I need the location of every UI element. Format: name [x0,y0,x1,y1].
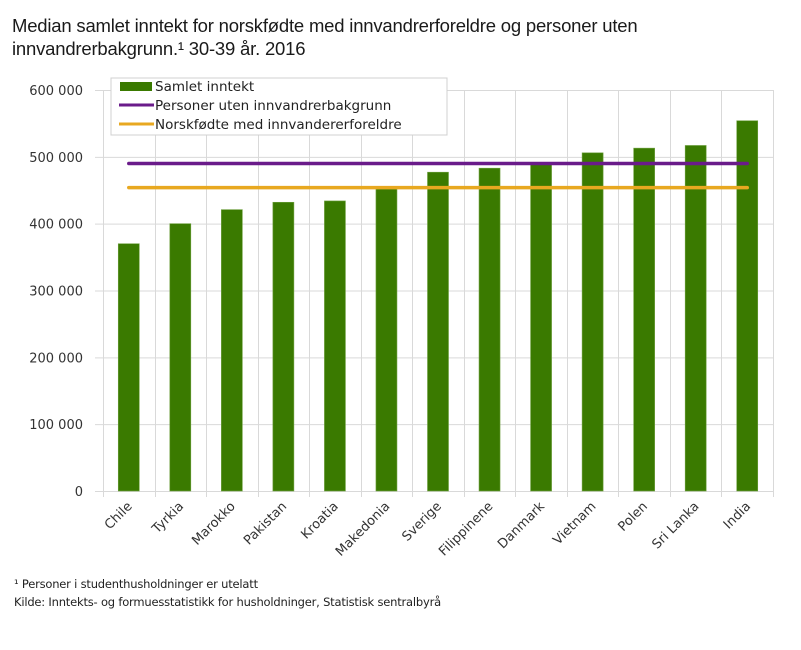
y-tick-label: 400 000 [29,218,83,233]
legend-swatch-samlet-inntekt [120,82,152,91]
y-tick-label: 600 000 [29,84,83,99]
legend-label-samlet-inntekt: Samlet inntekt [155,79,254,95]
x-tick-label: Vietnam [551,499,600,548]
x-tick-label: Sverige [399,499,444,544]
bar-sverige [427,171,449,492]
bar-polen [633,147,655,492]
x-tick-label: Kroatia [298,499,341,542]
bar-tyrkia [169,223,192,492]
x-tick-label: Polen [615,499,650,534]
source-note: Kilde: Inntekts- og formuesstatistikk fo… [14,595,441,609]
bars [117,120,759,492]
x-tick-label: Tyrkia [149,499,187,537]
x-tick-label: Makedonia [333,499,393,559]
legend-label-personer: Personer uten innvandrerbakgrunn [155,98,391,114]
y-axis-ticks: 0 100 000 200 000 300 000 400 000 500 000 600 … [29,84,83,500]
bar-india [736,120,759,492]
legend: Samlet inntekt Personer uten innvandrerb… [110,77,448,136]
bar-danmark [530,163,552,492]
x-tick-label: India [721,499,754,532]
x-tick-label: Pakistan [241,499,290,548]
bar-kroatia [324,200,346,492]
x-tick-label: Chile [102,499,136,533]
y-tick-label: 500 000 [29,151,83,166]
y-tick-label: 100 000 [29,418,83,433]
reference-lines [127,161,749,190]
y-tick-label: 300 000 [29,285,83,300]
bar-marokko [221,209,243,492]
footnote: ¹ Personer i studenthusholdninger er ute… [14,577,258,591]
bar-filippinene [478,167,501,492]
y-tick-label: 0 [75,485,83,500]
bar-makedonia [375,188,398,492]
bar-sri-lanka [684,145,707,492]
grid [95,90,774,497]
x-tick-label: Marokko [189,499,238,548]
legend-label-norskfodte: Norskfødte med innvandererforeldre [155,117,402,133]
x-axis-labels: Chile Tyrkia Marokko Pakistan KroatiaMakedon… [102,499,754,560]
x-tick-label: Filippinene [436,499,496,559]
y-tick-label: 200 000 [29,351,83,366]
legend-box [110,77,448,136]
chart-title: Median samlet inntekt for norskfødte med… [12,15,638,59]
bar-vietnam [581,152,604,492]
x-tick-label: Danmark [495,499,548,552]
bar-chile [117,243,140,492]
x-tick-label: Sri Lanka [649,499,702,552]
bar-pakistan [272,201,295,492]
